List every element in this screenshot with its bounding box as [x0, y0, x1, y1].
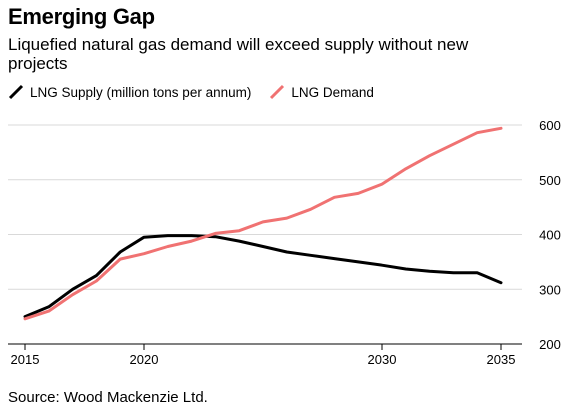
- legend-label-supply: LNG Supply (million tons per annum): [30, 84, 252, 100]
- series-line-demand: [23, 126, 503, 321]
- legend-swatch-supply: [8, 84, 24, 100]
- chart-subtitle: Liquefied natural gas demand will exceed…: [8, 35, 469, 73]
- legend-item-demand: LNG Demand: [269, 84, 374, 100]
- y-tick-label-500: 500: [539, 173, 561, 188]
- x-tick-label-2035: 2035: [487, 352, 516, 367]
- y-tick-label-600: 600: [539, 118, 561, 133]
- legend: LNG Supply (million tons per annum) LNG …: [8, 84, 392, 100]
- y-tick-label-200: 200: [539, 337, 561, 352]
- legend-swatch-demand: [270, 84, 285, 100]
- x-tick-label-2015: 2015: [11, 352, 40, 367]
- y-tick-label-400: 400: [539, 228, 561, 243]
- x-tick-label-2030: 2030: [368, 352, 397, 367]
- y-tick-label-300: 300: [539, 282, 561, 297]
- legend-label-demand: LNG Demand: [291, 84, 374, 100]
- x-tick-label-2020: 2020: [130, 352, 159, 367]
- source-note: Source: Wood Mackenzie Ltd.: [8, 389, 208, 406]
- series-line-supply: [23, 234, 503, 319]
- legend-item-supply: LNG Supply (million tons per annum): [8, 84, 251, 100]
- chart-title: Emerging Gap: [8, 4, 155, 29]
